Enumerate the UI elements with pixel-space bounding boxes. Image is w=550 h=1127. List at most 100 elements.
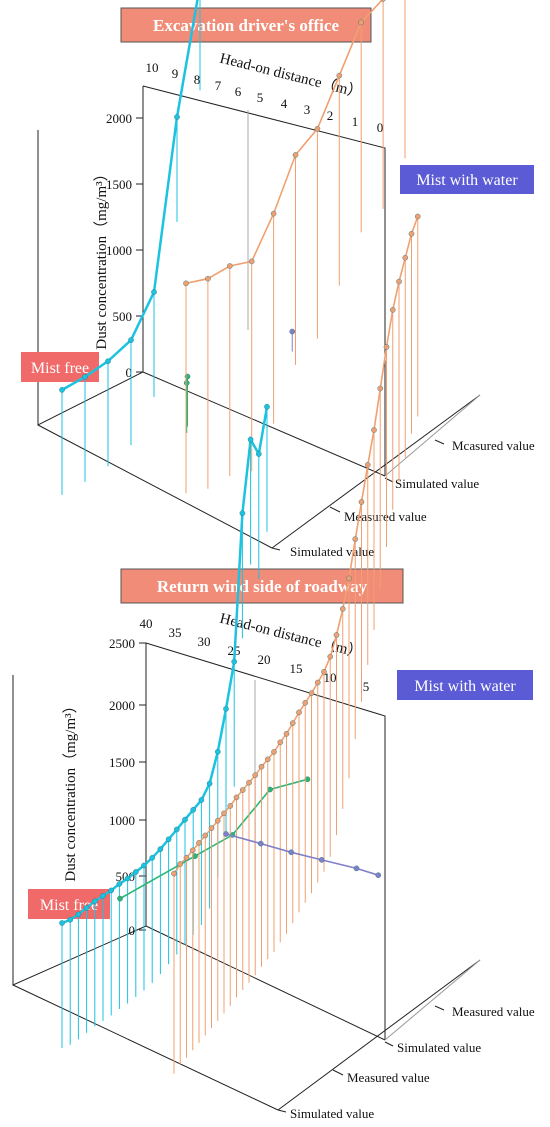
data-point [190,807,196,813]
data-point [257,840,264,847]
chart-1-y-label: Dust concentration（mg/m³） [93,166,110,349]
data-point [255,451,262,457]
data-point [358,499,365,505]
data-point [271,749,277,755]
chart-1-x-tick: 8 [194,72,201,87]
chart-1-title-banner [120,7,372,43]
data-point [132,869,139,875]
chart-1-tag-mist-water-label: Mist with water [416,172,518,189]
data-point [208,825,215,831]
data-point [289,720,296,726]
data-point [205,275,211,282]
data-point [231,658,237,665]
data-point [364,462,371,468]
chart-1-row-labels: Simulated value Measured value Simulated… [271,438,535,559]
chart-1-x-tick: 4 [281,96,288,111]
chart-1-plot-area [59,0,406,495]
data-point [380,0,386,2]
data-point [264,403,270,410]
data-point [247,436,254,443]
data-point [226,263,233,269]
data-point [59,387,65,393]
chart-2-series-0 [59,403,270,1048]
data-point [371,427,377,433]
data-point [149,855,155,861]
series-line [173,216,419,875]
chart-1-x-tick: 0 [377,120,384,135]
data-point [214,817,221,824]
chart-2: Return wind side of roadway 2500 2000 15… [12,213,535,1121]
data-point [377,385,384,392]
data-point [339,606,346,612]
data-point [196,840,202,846]
data-point [92,898,98,905]
chart-2-y-tick: 1000 [109,813,135,828]
data-point [83,905,90,911]
chart-1: Excavation driver's office 2000 1500 100… [21,0,535,559]
chart-2-series-1 [117,776,311,902]
chart-2-frame [12,642,481,1111]
chart-1-row-label: Measured value [344,509,427,524]
chart-2-row-label: Measured value [452,1004,535,1019]
data-point [233,794,240,801]
data-point [198,797,205,803]
data-point [189,847,196,854]
data-point [174,114,180,120]
data-point [117,895,123,902]
chart-2-x-tick: 35 [169,625,182,640]
data-point [223,831,229,837]
chart-2-x-tick: 20 [258,652,271,667]
data-point [321,669,327,675]
data-point [239,510,246,517]
data-point [206,780,213,787]
chart-2-x-tick: 30 [198,634,211,649]
data-point [100,893,106,899]
data-point [277,739,284,746]
chart-2-y-tick: 2000 [109,698,135,713]
data-point [67,916,73,923]
chart-1-row-label: Simulated value [395,476,479,491]
data-point [182,816,188,823]
data-point [202,832,209,839]
data-point [223,706,229,712]
data-point [239,787,246,793]
data-point [82,374,88,380]
chart-2-series-2 [171,213,421,1074]
data-point [258,763,265,770]
data-point [353,865,360,872]
data-point [151,289,157,295]
series-line [119,778,308,900]
chart-2-y-label: Dust concentration（mg/m³） [62,698,79,881]
data-point [314,679,321,686]
data-point [375,872,382,878]
chart-1-y-tick: 1500 [106,177,132,192]
data-point [165,836,172,843]
data-point [75,911,82,918]
chart-1-series-3 [289,328,296,352]
data-point [292,152,299,158]
chart-1-x-tick: 3 [304,102,311,117]
chart-1-y-tick: 500 [113,309,133,324]
chart-1-x-tick: 10 [146,60,159,75]
data-point [183,854,190,861]
data-point [214,748,221,755]
data-point [308,690,315,697]
chart-2-plot-area [59,213,421,1074]
data-point [327,653,334,660]
chart-2-tag-mist-free [28,889,110,919]
data-point [264,756,271,763]
data-point [389,307,396,313]
chart-1-x-tick: 7 [215,78,222,93]
chart-2-title: Return wind side of roadway [157,577,368,596]
chart-1-title: Excavation driver's office [153,16,339,35]
chart-1-x-tick: 2 [327,108,334,123]
chart-2-title-banner [120,568,404,604]
data-point [183,280,189,287]
data-point [157,846,164,852]
data-point [302,700,309,706]
chart-1-tag-mist-water [400,165,534,194]
data-point [414,213,421,220]
data-point [59,920,65,926]
data-point [352,536,359,542]
data-point [314,126,321,132]
